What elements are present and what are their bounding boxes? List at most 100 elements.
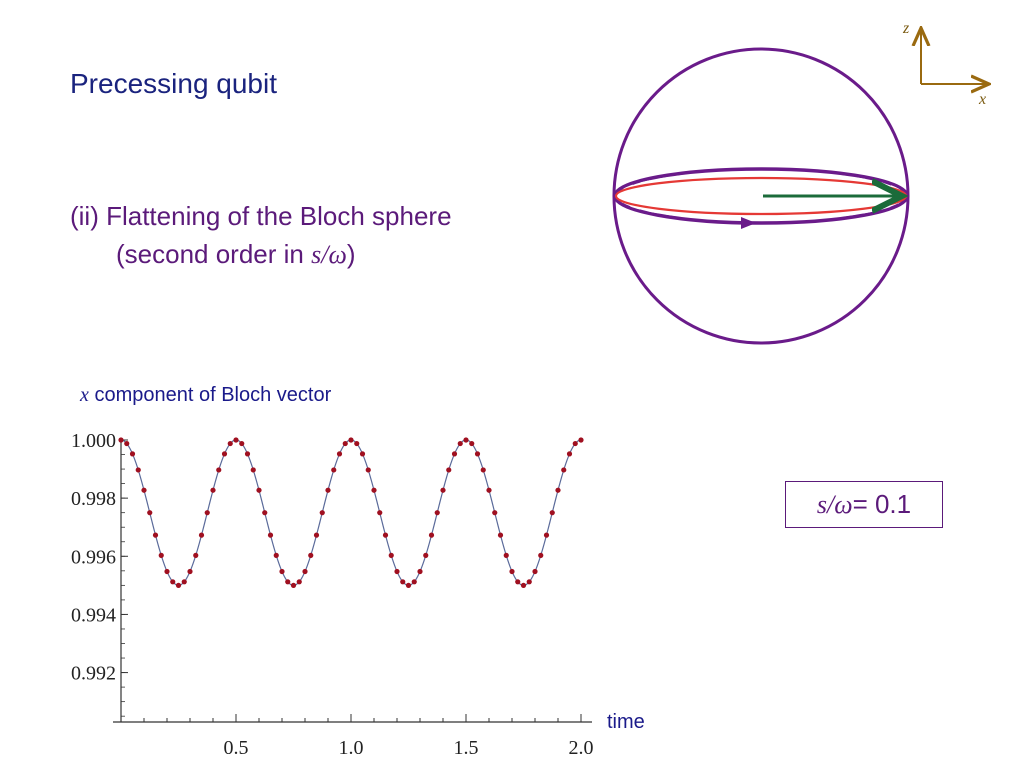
plot: 1.000 0.998 0.996 0.994 0.992 0.5 1.0 1.5 2.0 bbox=[71, 430, 594, 759]
data-point bbox=[262, 510, 268, 516]
data-point bbox=[141, 487, 147, 493]
data-point bbox=[158, 552, 164, 559]
y-tick-label: 0.996 bbox=[71, 546, 116, 568]
data-point bbox=[359, 451, 366, 457]
data-point bbox=[319, 510, 325, 516]
subtitle-line-2: (second order in s/ω) bbox=[116, 239, 356, 269]
data-point bbox=[543, 532, 550, 538]
data-point bbox=[336, 451, 343, 457]
x-ticks: 0.5 1.0 1.5 2.0 bbox=[143, 714, 594, 759]
subtitle-ratio: s/ω bbox=[311, 240, 347, 269]
parameter-value: = 0.1 bbox=[852, 489, 912, 519]
slide-title: Precessing qubit bbox=[70, 68, 278, 99]
x-axis-inset-label: x bbox=[978, 91, 986, 108]
data-point bbox=[474, 451, 481, 457]
data-point bbox=[503, 552, 509, 559]
data-point bbox=[446, 467, 452, 473]
data-point bbox=[279, 568, 285, 575]
y-tick-label: 0.994 bbox=[71, 604, 116, 626]
data-point bbox=[578, 437, 584, 443]
data-point bbox=[175, 582, 182, 588]
data-point bbox=[509, 568, 515, 575]
data-point bbox=[204, 510, 210, 516]
data-point bbox=[492, 510, 498, 516]
axes-inset: z x bbox=[902, 20, 987, 108]
subtitle-line-1: (ii) Flattening of the Bloch sphere bbox=[70, 201, 452, 231]
data-point bbox=[572, 440, 578, 447]
data-point bbox=[434, 510, 440, 516]
data-point bbox=[549, 510, 555, 516]
data-point bbox=[221, 451, 228, 457]
data-point bbox=[526, 579, 532, 585]
data-point bbox=[313, 532, 320, 538]
data-point bbox=[308, 552, 314, 559]
bloch-sphere bbox=[612, 47, 910, 345]
data-point bbox=[400, 579, 406, 585]
data-point bbox=[566, 451, 573, 457]
data-point bbox=[147, 510, 153, 516]
y-axis-label: x component of Bloch vector bbox=[80, 384, 332, 406]
data-point bbox=[486, 487, 492, 493]
x-tick-label: 2.0 bbox=[569, 737, 594, 759]
data-point bbox=[561, 467, 567, 473]
data-point bbox=[250, 467, 256, 473]
y-ticks: 1.000 0.998 0.996 0.994 0.992 bbox=[71, 430, 128, 717]
data-point bbox=[365, 467, 371, 473]
x-tick-label: 1.5 bbox=[454, 737, 479, 759]
data-point bbox=[382, 532, 389, 538]
data-point bbox=[354, 440, 360, 447]
data-point bbox=[377, 510, 383, 516]
data-point bbox=[463, 437, 469, 443]
series-points bbox=[118, 437, 584, 588]
data-point bbox=[405, 582, 412, 588]
data-point bbox=[152, 532, 159, 538]
parameter-ratio: s/ω bbox=[816, 489, 853, 519]
data-point bbox=[302, 568, 308, 575]
data-point bbox=[428, 532, 435, 538]
data-point bbox=[181, 579, 187, 585]
data-point bbox=[451, 451, 458, 457]
trajectory-direction-arrow bbox=[741, 217, 756, 229]
data-point bbox=[497, 532, 504, 538]
data-point bbox=[538, 552, 544, 559]
data-point bbox=[469, 440, 475, 447]
data-point bbox=[520, 582, 527, 588]
data-point bbox=[193, 552, 199, 559]
data-point bbox=[440, 487, 446, 493]
data-point bbox=[239, 440, 245, 447]
data-point bbox=[164, 568, 170, 575]
data-point bbox=[233, 437, 239, 443]
data-point bbox=[244, 451, 251, 457]
data-point bbox=[480, 467, 486, 473]
y-tick-label: 0.998 bbox=[71, 488, 116, 510]
data-point bbox=[216, 467, 222, 473]
data-point bbox=[371, 487, 377, 493]
series-line bbox=[120, 439, 582, 586]
data-point bbox=[331, 467, 337, 473]
data-point bbox=[135, 467, 141, 473]
y-tick-label: 1.000 bbox=[71, 430, 116, 452]
data-point bbox=[417, 568, 423, 575]
data-point bbox=[423, 552, 429, 559]
y-tick-label: 0.992 bbox=[71, 663, 116, 685]
data-point bbox=[325, 487, 331, 493]
data-point bbox=[290, 582, 297, 588]
data-point bbox=[388, 552, 394, 559]
data-point bbox=[267, 532, 274, 538]
data-point bbox=[129, 451, 136, 457]
data-point bbox=[285, 579, 291, 585]
data-point bbox=[532, 568, 538, 575]
z-axis-label: z bbox=[902, 20, 910, 37]
data-point bbox=[210, 487, 216, 493]
data-point bbox=[342, 440, 348, 447]
x-axis-label: time bbox=[607, 711, 645, 733]
data-point bbox=[411, 579, 417, 585]
data-point bbox=[118, 437, 124, 443]
data-point bbox=[555, 487, 561, 493]
data-point bbox=[348, 437, 354, 443]
data-point bbox=[457, 440, 463, 447]
data-point bbox=[124, 440, 130, 447]
data-point bbox=[198, 532, 205, 538]
data-point bbox=[187, 568, 193, 575]
